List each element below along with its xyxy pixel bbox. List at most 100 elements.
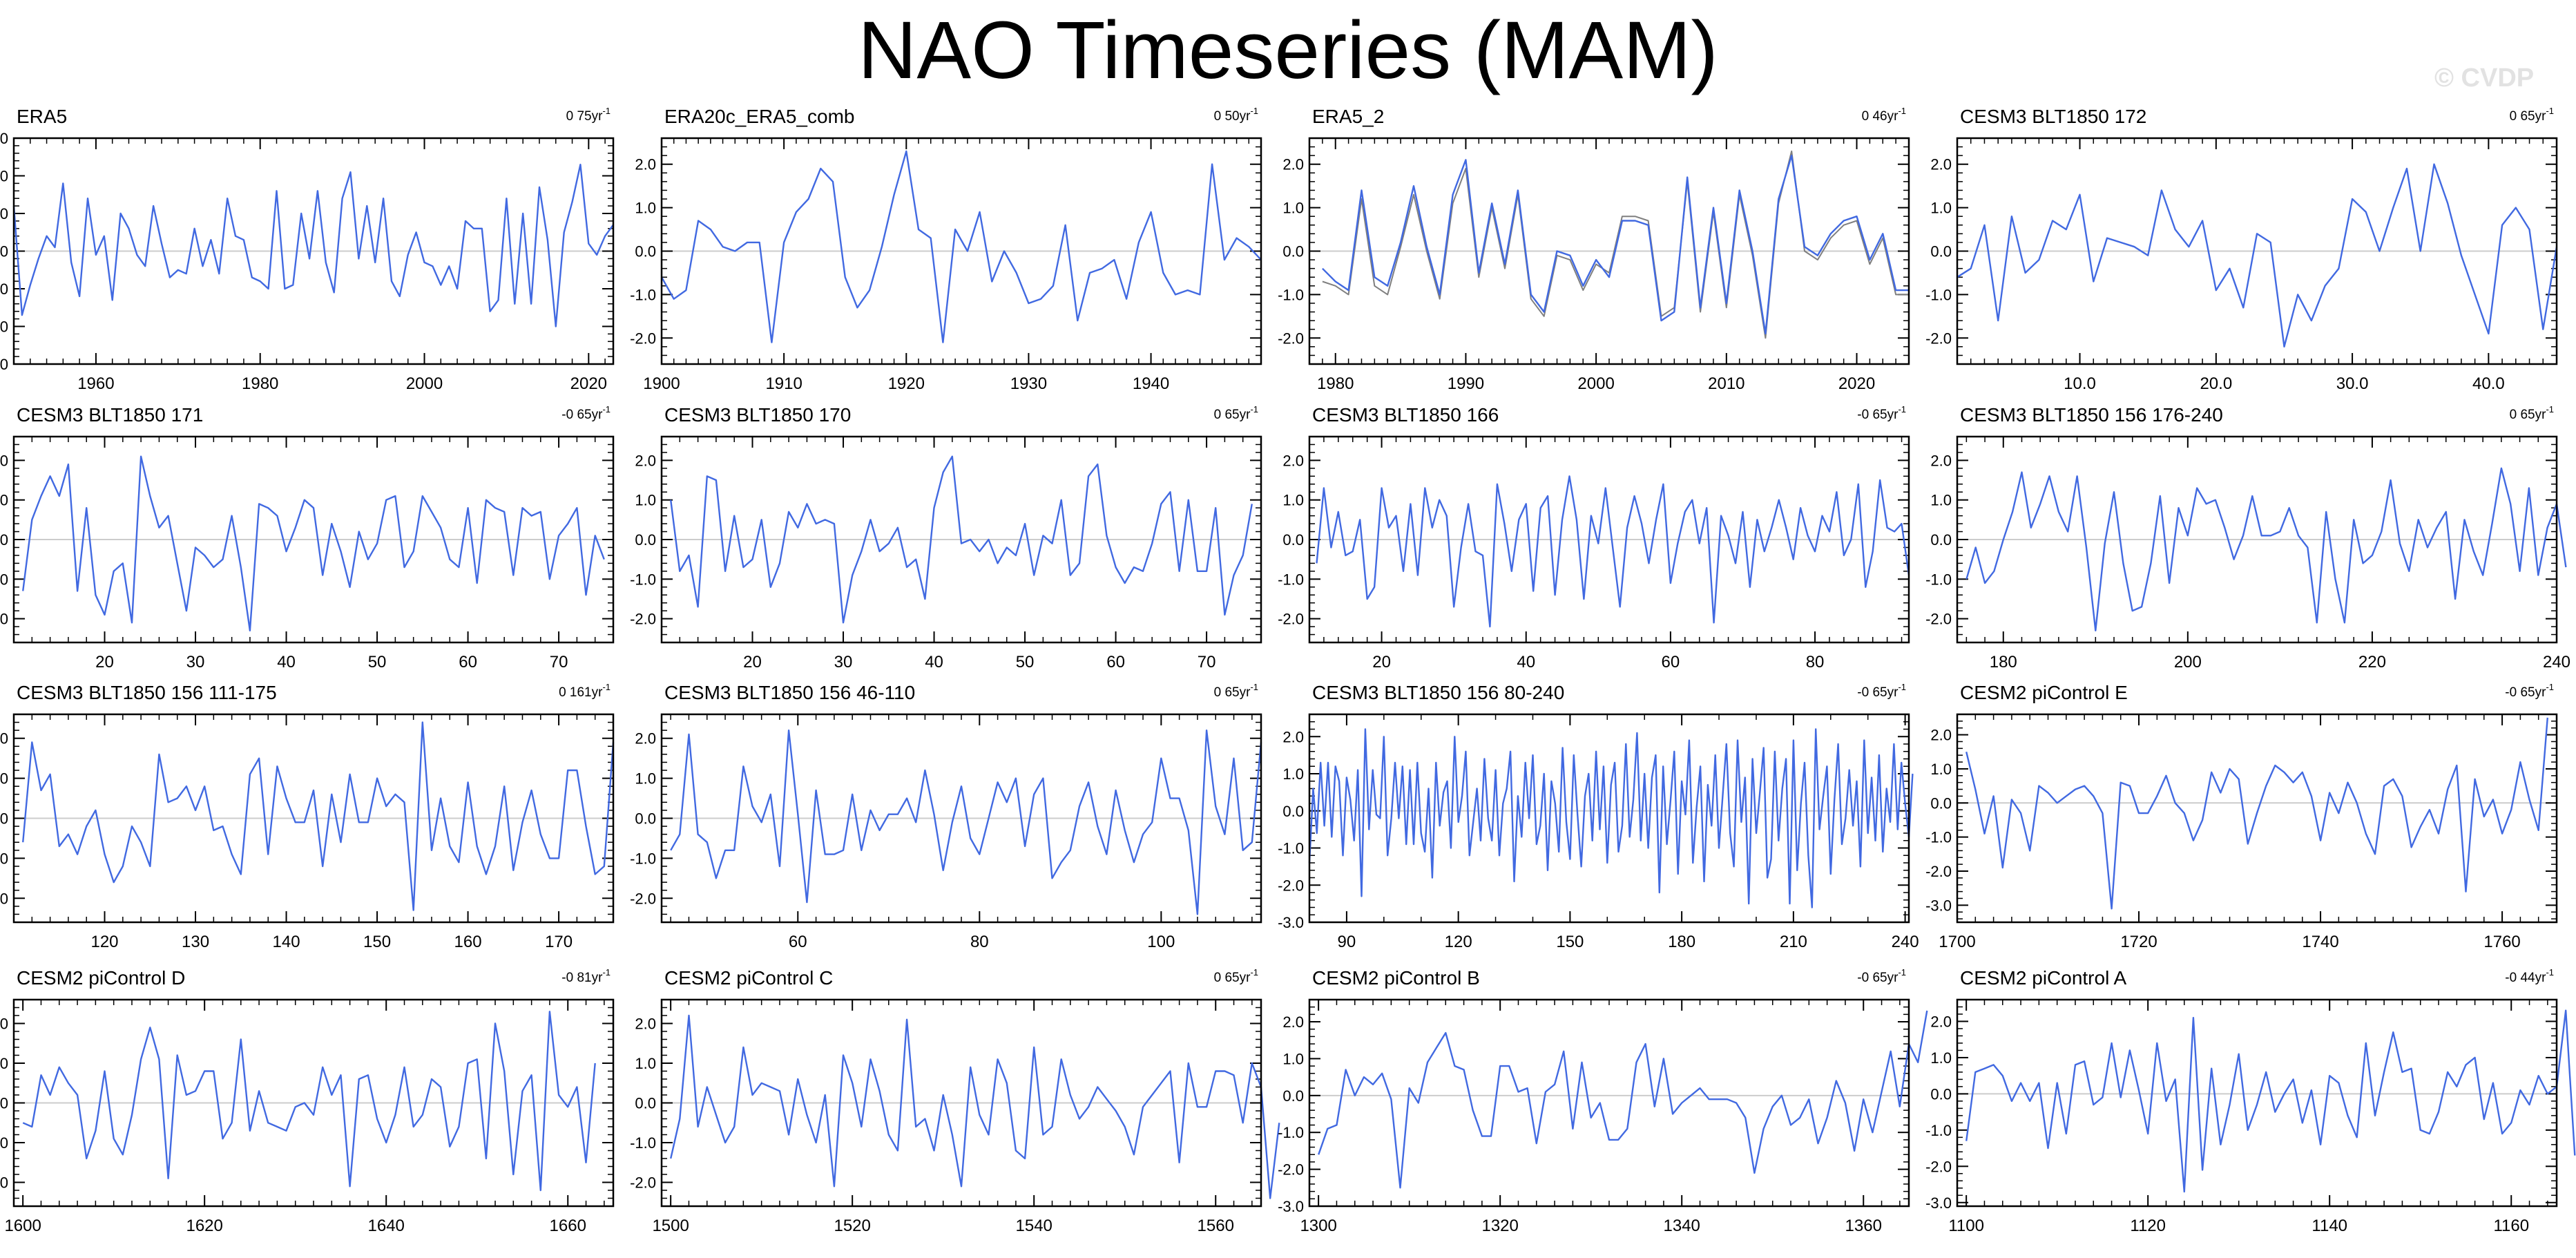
x-tick-label: 2000 <box>1577 374 1614 393</box>
panel-9: CESM3 BLT1850 156 111-175 0 161yr-1 120 130… <box>0 682 615 951</box>
x-tick-label: 1620 <box>186 1217 222 1235</box>
series-line <box>1316 475 1910 628</box>
trend-label: 0 161yr-1 <box>559 682 611 700</box>
trend-label: 0 65yr-1 <box>2510 106 2554 124</box>
trend-label: 0 65yr-1 <box>1214 967 1258 985</box>
trend-label: -0 65yr-1 <box>1857 682 1906 700</box>
x-tick-label: 1320 <box>1481 1217 1518 1235</box>
x-tick-label: 170 <box>545 933 573 951</box>
trend-label: 0 46yr-1 <box>1862 106 1906 124</box>
watermark-text: © CVDP <box>2434 64 2535 93</box>
y-tick-label: 1.0 <box>0 770 8 788</box>
y-tick-label: -2.0 <box>0 611 8 628</box>
x-tick-label: 30.0 <box>2336 374 2369 393</box>
panel-title: CESM3 BLT1850 156 176-240 <box>1960 404 2223 426</box>
y-tick-label: 2.0 <box>1282 728 1304 745</box>
x-tick-label: 100 <box>1147 933 1175 951</box>
x-tick-label: 1300 <box>1300 1217 1336 1235</box>
x-tick-label: 120 <box>90 933 118 951</box>
x-tick-label: 150 <box>363 933 391 951</box>
x-tick-label: 40 <box>925 653 943 671</box>
x-tick-label: 2000 <box>406 374 443 393</box>
y-tick-label: 0.0 <box>0 243 8 260</box>
y-tick-label: 0.0 <box>1282 531 1304 549</box>
x-tick-label: 180 <box>1990 653 2017 671</box>
y-tick-label: 2.0 <box>1930 156 1952 173</box>
y-tick-label: -2.0 <box>1278 1161 1304 1179</box>
x-tick-label: 2010 <box>1708 374 1744 393</box>
x-tick-label: 2020 <box>570 374 607 393</box>
y-tick-label: -1.0 <box>1278 840 1304 857</box>
series-line <box>1965 467 2567 631</box>
y-tick-label: -3.0 <box>1925 1194 1952 1212</box>
x-tick-label: 1520 <box>834 1217 870 1235</box>
obs-series-line <box>1322 150 1909 339</box>
panel-7: CESM3 BLT1850 166 -0 65yr-1 20 40 60 80 -2.0 -1… <box>1278 404 1910 671</box>
series-line <box>660 150 1262 343</box>
x-tick-label: 160 <box>454 933 482 951</box>
plot-frame <box>1308 998 1910 1208</box>
y-tick-label: -1.0 <box>0 280 8 298</box>
panel-title: CESM3 BLT1850 156 46-110 <box>664 682 915 703</box>
y-tick-label: -2.0 <box>1278 877 1304 894</box>
y-tick-label: 1.0 <box>1282 1050 1304 1067</box>
x-tick-label: 1920 <box>888 374 925 393</box>
x-tick-label: 1930 <box>1010 374 1047 393</box>
x-tick-label: 240 <box>1892 933 1919 951</box>
y-tick-label: 2.0 <box>0 452 8 469</box>
panel-title: CESM3 BLT1850 171 <box>17 404 203 426</box>
trend-unit-exponent: -1 <box>1250 404 1258 414</box>
panel-12: CESM2 piControl E -0 65yr-1 1700 1720 1740 17… <box>1925 682 2558 951</box>
trend-label: 0 50yr-1 <box>1214 106 1258 124</box>
panel-11: CESM3 BLT1850 156 80-240 -0 65yr-1 90 120 15… <box>1278 682 1919 951</box>
y-tick-label: -1.0 <box>1925 1122 1952 1139</box>
trend-unit-exponent: -1 <box>602 106 611 116</box>
panel-title: CESM2 piControl A <box>1960 967 2127 989</box>
y-tick-label: -2.0 <box>0 318 8 336</box>
y-tick-label: -2.0 <box>0 890 8 907</box>
y-tick-label: 1.0 <box>1930 492 1952 509</box>
panel-8: CESM3 BLT1850 156 176-240 0 65yr-1 180 200 2… <box>1925 404 2570 671</box>
x-tick-label: 1960 <box>77 374 114 393</box>
y-tick-label: -1.0 <box>1278 286 1304 303</box>
y-tick-label: -1.0 <box>630 850 656 867</box>
y-tick-label: 0.0 <box>1930 531 1952 549</box>
plot-frame <box>1956 137 2558 365</box>
series-line <box>670 1014 1280 1199</box>
y-tick-label: -3.0 <box>1278 914 1304 931</box>
y-tick-label: -1.0 <box>1925 571 1952 588</box>
plot-frame <box>12 137 615 365</box>
panel-title: CESM3 BLT1850 156 80-240 <box>1312 682 1564 703</box>
x-tick-label: 60 <box>789 933 807 951</box>
plot-frame <box>1956 998 2558 1208</box>
y-tick-label: 1.0 <box>1282 492 1304 509</box>
plot-frame <box>1956 435 2558 644</box>
x-tick-label: 150 <box>1556 933 1584 951</box>
trend-unit-exponent: -1 <box>1898 682 1906 692</box>
panel-title: ERA5_2 <box>1312 106 1384 127</box>
x-tick-label: 1120 <box>2130 1217 2166 1235</box>
trend-label: -0 65yr-1 <box>561 404 611 422</box>
x-tick-label: 2020 <box>1838 374 1875 393</box>
y-tick-label: -2.0 <box>0 1174 8 1192</box>
y-tick-label: -2.0 <box>630 330 656 347</box>
panel-2: ERA20c_ERA5_comb 0 50yr-1 1900 1910 1920 1930… <box>630 106 1262 393</box>
y-tick-label: 2.0 <box>1930 727 1952 744</box>
x-tick-label: 20.0 <box>2200 374 2232 393</box>
panel-13: CESM2 piControl D -0 81yr-1 1600 1620 1640 16… <box>0 967 615 1235</box>
y-tick-label: 0.0 <box>635 531 656 549</box>
trend-label: 0 65yr-1 <box>1214 682 1258 700</box>
x-tick-label: 1640 <box>368 1217 405 1235</box>
series-line <box>1322 154 1909 335</box>
y-tick-label: 1.0 <box>1930 1049 1952 1067</box>
plot-frame <box>1308 713 1910 924</box>
y-tick-label: -2.0 <box>630 611 656 628</box>
panel-3: ERA5_2 0 46yr-1 1980 1990 2000 2010 2020 -2.0 -1… <box>1278 106 1910 393</box>
x-tick-label: 1660 <box>550 1217 586 1235</box>
trend-unit-exponent: -1 <box>602 682 611 692</box>
y-tick-label: -3.0 <box>0 356 8 373</box>
x-tick-label: 1160 <box>2493 1217 2529 1235</box>
y-tick-label: -1.0 <box>630 571 656 588</box>
trend-label: 0 75yr-1 <box>566 106 611 124</box>
x-tick-label: 50 <box>368 653 387 671</box>
